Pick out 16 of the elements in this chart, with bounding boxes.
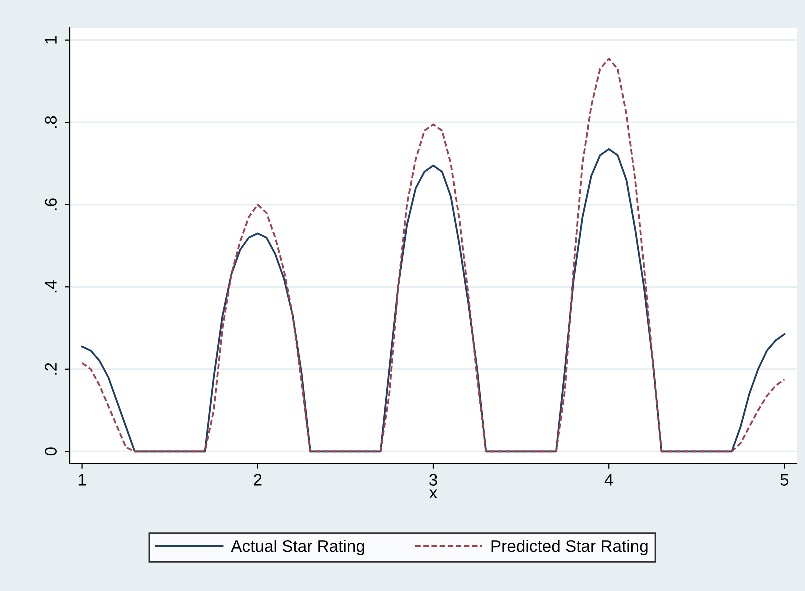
x-tick-label: 2 — [254, 474, 262, 486]
x-tick-label: 3 — [430, 474, 438, 486]
legend-label: Predicted Star Rating — [492, 540, 648, 556]
line-series — [81, 148, 786, 453]
y-tick-label: 1 — [45, 36, 57, 44]
x-tick-label: 1 — [78, 474, 86, 486]
y-tick-label: .2 — [45, 363, 57, 375]
line-series — [81, 58, 786, 453]
y-tick-label: 0 — [45, 448, 57, 456]
legend-label: Actual Star Rating — [231, 540, 364, 556]
y-tick-label: .6 — [45, 198, 57, 210]
y-tick-label: .4 — [45, 280, 57, 293]
x-tick-label: 4 — [604, 474, 614, 486]
x-axis-title: x — [430, 490, 438, 499]
x-tick-label: 5 — [780, 474, 789, 486]
y-tick-label: .8 — [45, 116, 57, 128]
